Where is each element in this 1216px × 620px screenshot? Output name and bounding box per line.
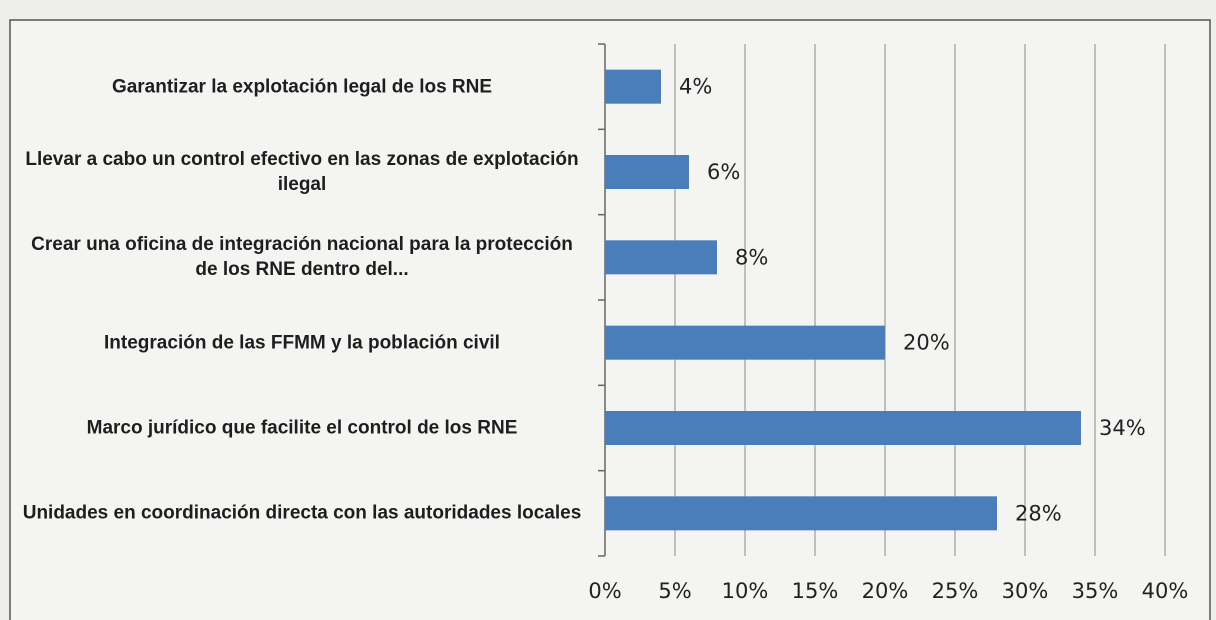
bar: [605, 69, 661, 104]
y-tick-label: Crear una oficina de integración naciona…: [31, 234, 573, 281]
x-tick-label: 25%: [932, 579, 979, 603]
bar: [605, 325, 885, 360]
x-tick-label: 35%: [1072, 579, 1119, 603]
x-tick-label: 40%: [1142, 579, 1189, 603]
value-label: 4%: [679, 75, 712, 99]
x-tick-label: 10%: [722, 579, 769, 603]
y-tick-label: Unidades en coordinación directa con las…: [22, 502, 582, 524]
bar: [605, 496, 997, 531]
bar: [605, 411, 1081, 445]
y-tick-label: Marco jurídico que facilite el control d…: [86, 417, 518, 439]
value-label: 34%: [1099, 416, 1146, 440]
bar: [605, 240, 717, 275]
value-label: 28%: [1015, 501, 1062, 525]
x-tick-label: 15%: [792, 579, 839, 603]
value-label: 20%: [903, 331, 950, 355]
value-label: 6%: [707, 160, 740, 184]
x-tick-label: 5%: [658, 579, 691, 603]
x-tick-label: 20%: [862, 579, 909, 603]
x-tick-label: 0%: [588, 579, 621, 603]
value-label: 8%: [735, 245, 768, 269]
y-tick-label: Garantizar la explotación legal de los R…: [111, 76, 493, 98]
x-tick-label: 30%: [1002, 579, 1049, 603]
y-tick-label: Llevar a cabo un control efectivo en las…: [25, 149, 579, 195]
y-tick-label: Integración de las FFMM y la población c…: [104, 332, 500, 354]
bar: [605, 155, 689, 189]
